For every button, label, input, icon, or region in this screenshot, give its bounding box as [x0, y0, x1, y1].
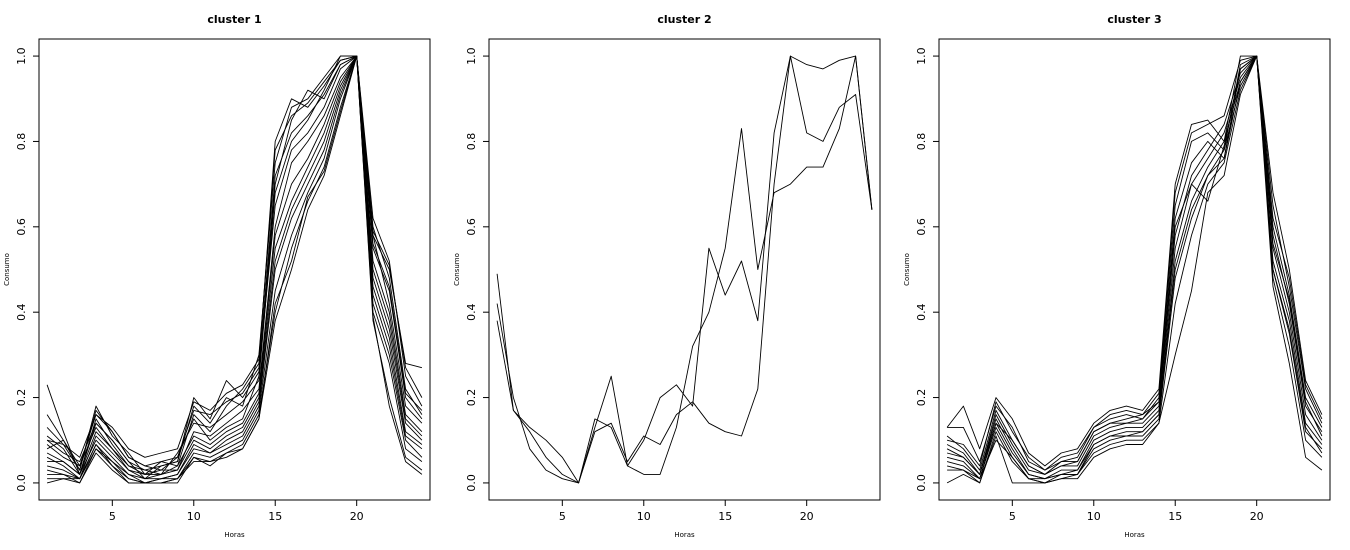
series-line-4 [46, 55, 423, 475]
chart-title: cluster 1 [207, 13, 261, 26]
series-line-12 [947, 55, 1323, 480]
y-tick-label: 1.0 [15, 47, 28, 65]
x-tick-label: 10 [1087, 510, 1101, 523]
series-line-9 [946, 55, 1323, 484]
series-line-6 [46, 55, 423, 475]
x-tick-label: 20 [1250, 510, 1264, 523]
chart-title: cluster 3 [1107, 13, 1161, 26]
y-tick-label: 0.2 [15, 389, 28, 407]
y-tick-label: 0.6 [15, 218, 28, 236]
y-tick-label: 0.0 [465, 474, 478, 492]
y-tick-label: 0.6 [915, 218, 928, 236]
y-tick-label: 0.4 [915, 303, 928, 321]
series-line-8 [46, 55, 423, 475]
x-tick-label: 10 [187, 510, 201, 523]
x-tick-label: 15 [1168, 510, 1182, 523]
x-tick-label: 10 [637, 510, 651, 523]
y-axis-label: Consumo [3, 253, 11, 286]
chart-title: cluster 2 [657, 13, 711, 26]
y-tick-label: 0.2 [465, 389, 478, 407]
x-tick-label: 15 [268, 510, 282, 523]
y-tick-label: 0.8 [915, 133, 928, 151]
series-line-9 [46, 55, 423, 480]
x-tick-label: 5 [559, 510, 566, 523]
series-line-1 [496, 55, 873, 484]
series-line-10 [47, 55, 423, 480]
x-tick-label: 15 [718, 510, 732, 523]
series-line-1 [46, 55, 423, 475]
y-tick-label: 0.4 [15, 303, 28, 321]
x-tick-label: 5 [1009, 510, 1016, 523]
series-line-3 [496, 55, 873, 484]
plot-frame [938, 38, 1331, 501]
x-axis-label: Horas [674, 531, 695, 539]
series-line-2 [496, 55, 873, 484]
series-line-3 [946, 55, 1323, 475]
y-tick-label: 0.0 [915, 474, 928, 492]
chart-panel-2: cluster 2 Horas Consumo 5 10 15 20 0.0 0.2 0.4 0.6… [453, 13, 881, 539]
series-line-8 [946, 55, 1323, 484]
plot-frame [38, 38, 431, 501]
y-tick-label: 1.0 [915, 47, 928, 65]
y-axis-label: Consumo [453, 253, 461, 286]
x-tick-label: 20 [350, 510, 364, 523]
y-tick-label: 1.0 [465, 47, 478, 65]
series-line-16 [46, 55, 423, 484]
x-tick-label: 5 [109, 510, 116, 523]
y-axis-label: Consumo [903, 253, 911, 286]
series-line-15 [46, 55, 423, 458]
x-tick-label: 20 [800, 510, 814, 523]
y-tick-label: 0.0 [15, 474, 28, 492]
y-tick-label: 0.8 [15, 133, 28, 151]
x-axis-label: Horas [224, 531, 245, 539]
series-line-5 [46, 55, 423, 480]
y-tick-label: 0.4 [465, 303, 478, 321]
y-tick-label: 0.6 [465, 218, 478, 236]
plot-frame [488, 38, 881, 501]
series-line-3 [46, 55, 423, 475]
series-line-11 [946, 55, 1323, 475]
y-tick-label: 0.8 [465, 133, 478, 151]
x-axis-label: Horas [1124, 531, 1145, 539]
series-line-7 [946, 55, 1323, 484]
chart-panel-3: cluster 3 Horas Consumo 5 10 15 20 0.0 0.2 0.4 0.6… [903, 13, 1331, 539]
series-line-1 [946, 55, 1323, 467]
y-tick-label: 0.2 [915, 389, 928, 407]
chart-panel-1: cluster 1 Horas Consumo 5 10 15 20 0.0 0.2 0.4 0.6… [3, 13, 431, 539]
series-line-4 [946, 55, 1323, 475]
